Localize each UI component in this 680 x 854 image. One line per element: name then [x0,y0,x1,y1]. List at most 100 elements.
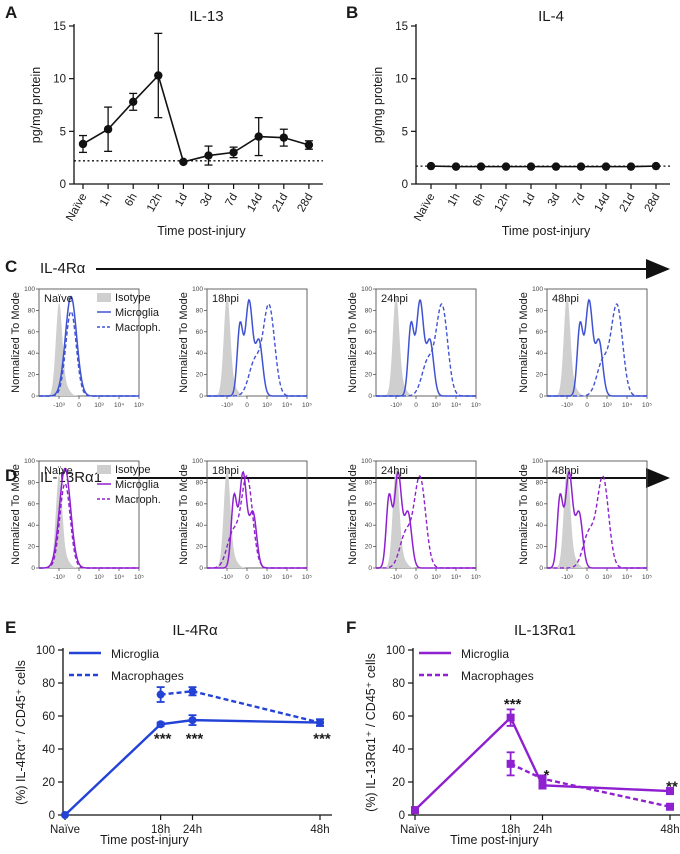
x-tick-label: 7d [571,192,588,209]
x-tick-label: 6h [123,192,140,209]
panel-A: A IL-13 0 5 10 15 pg/mg protein Naïve 1h 6h 12h 1d 3… [5,3,323,238]
chart-title: IL-4 [538,8,564,25]
legend-microglia-label: Microglia [111,647,159,661]
x-tick-label: -10³ [53,574,65,581]
timepoint-label: 24hpi [381,293,408,305]
x-axis-label: Time post-injury [502,224,591,238]
macrophage-histogram [39,310,139,397]
legend-microglia-label: Microglia [115,479,160,491]
chart-title: IL-13 [189,8,223,25]
timepoint-label: 48hpi [552,293,579,305]
chart-title: IL-13Rα1 [40,469,102,486]
significance-marker: *** [313,730,331,747]
x-tick-label: 10⁵ [302,402,312,409]
data-point [501,162,511,171]
y-tick-label: 100 [192,458,203,465]
x-tick-label: 10⁵ [642,574,652,581]
isotype-histogram [207,296,307,396]
panel-letter: D [5,466,17,485]
x-tick-label: 0 [414,574,418,581]
y-tick-label: 40 [28,522,36,529]
data-point [626,162,636,171]
legend-microglia-label: Microglia [115,307,160,319]
y-axis-label: Normalized To Mode [347,464,359,565]
y-tick-label: 100 [532,458,543,465]
data-line [430,165,657,168]
legend-macrophages-label: Macrophages [461,669,534,683]
y-tick-label: 100 [361,286,372,293]
data-point [78,139,88,149]
y-tick-label: 60 [536,329,544,336]
x-tick-label: 0 [585,402,589,409]
data-point [204,151,213,160]
microglia-line [64,718,321,816]
significance-marker: *** [504,696,522,713]
y-tick-label: 40 [28,350,36,357]
histogram-naïve: 0 20 40 60 80 100 -10³ 0 10³ 10⁴ 10⁵ Normalized To … [10,458,161,581]
x-tick-label: 10⁴ [114,402,124,409]
x-tick-label: -10³ [390,402,402,409]
y-tick-label: 40 [196,350,204,357]
data-point [651,161,661,171]
panel-letter: C [5,257,17,276]
timepoint-label: 48hpi [552,465,579,477]
x-tick-label: 28d [643,192,663,215]
macrophages-point [316,718,324,727]
data-point [426,161,436,171]
y-tick-label: 100 [24,458,35,465]
y-tick-label: 80 [196,479,204,486]
isotype-histogram [376,468,476,568]
x-tick-label: 10³ [94,402,104,409]
isotype-histogram [547,468,647,568]
y-tick-label: 0 [199,393,203,400]
isotype-histogram [39,474,139,568]
x-tick-label: 0 [245,574,249,581]
data-point [103,125,113,134]
data-point [551,162,561,171]
y-tick-label: 100 [36,645,55,657]
x-tick-label: 10⁵ [134,574,144,581]
y-axis-label: Normalized To Mode [10,292,22,393]
data-point [576,162,586,171]
legend-isotype-swatch [97,465,111,474]
y-tick-label: 80 [42,678,55,690]
chart-title: IL-4Rα [40,260,86,277]
panel-B: B IL-4 0 5 10 15 pg/mg protein Naïve 1h 6h 12h 1d 3d… [346,3,670,238]
y-tick-label: 60 [392,711,405,723]
y-tick-label: 60 [196,501,204,508]
x-tick-label: 10³ [431,402,441,409]
microglia-point [61,811,69,819]
y-tick-label: 100 [532,286,543,293]
x-tick-label: 14d [593,192,613,215]
legend-macrophages-label: Macrophages [111,669,184,683]
x-tick-label: 24h [533,824,552,836]
isotype-histogram [547,296,647,396]
y-tick-label: 20 [28,372,36,379]
microglia-point [506,713,515,722]
x-tick-label: 10³ [602,402,612,409]
y-tick-label: 100 [386,645,405,657]
x-tick-label: -10³ [390,574,402,581]
timepoint-label: 24hpi [381,465,408,477]
data-point [179,157,188,167]
y-tick-label: 80 [536,479,544,486]
data-point [601,162,611,171]
y-tick-label: 20 [536,544,544,551]
x-tick-label: 10³ [602,574,612,581]
data-point [229,148,238,157]
histogram-naïve: 0 20 40 60 80 100 -10³ 0 10³ 10⁴ 10⁵ Normalized To … [10,286,161,409]
y-tick-label: 0 [60,179,66,191]
panel-C: C IL-4Rα 0 20 40 60 80 100 -10³ 0 10³ 10⁴ 10⁵ Normali… [5,257,670,409]
x-tick-label: Naïve [50,824,80,836]
x-tick-label: 1d [521,192,538,209]
y-axis-label: Normalized To Mode [10,464,22,565]
x-tick-label: 28d [296,192,316,215]
histogram-24hpi: 0 20 40 60 80 100 -10³ 0 10³ 10⁴ 10⁵ Normalized To … [347,458,481,581]
x-tick-label: 0 [414,402,418,409]
x-axis-label: Time post-injury [450,833,539,847]
chart-title: IL-13Rα1 [514,622,576,639]
y-tick-label: 40 [42,744,55,756]
y-tick-label: 5 [402,126,408,138]
macrophage-histogram [206,475,307,569]
x-tick-label: 10³ [431,574,441,581]
